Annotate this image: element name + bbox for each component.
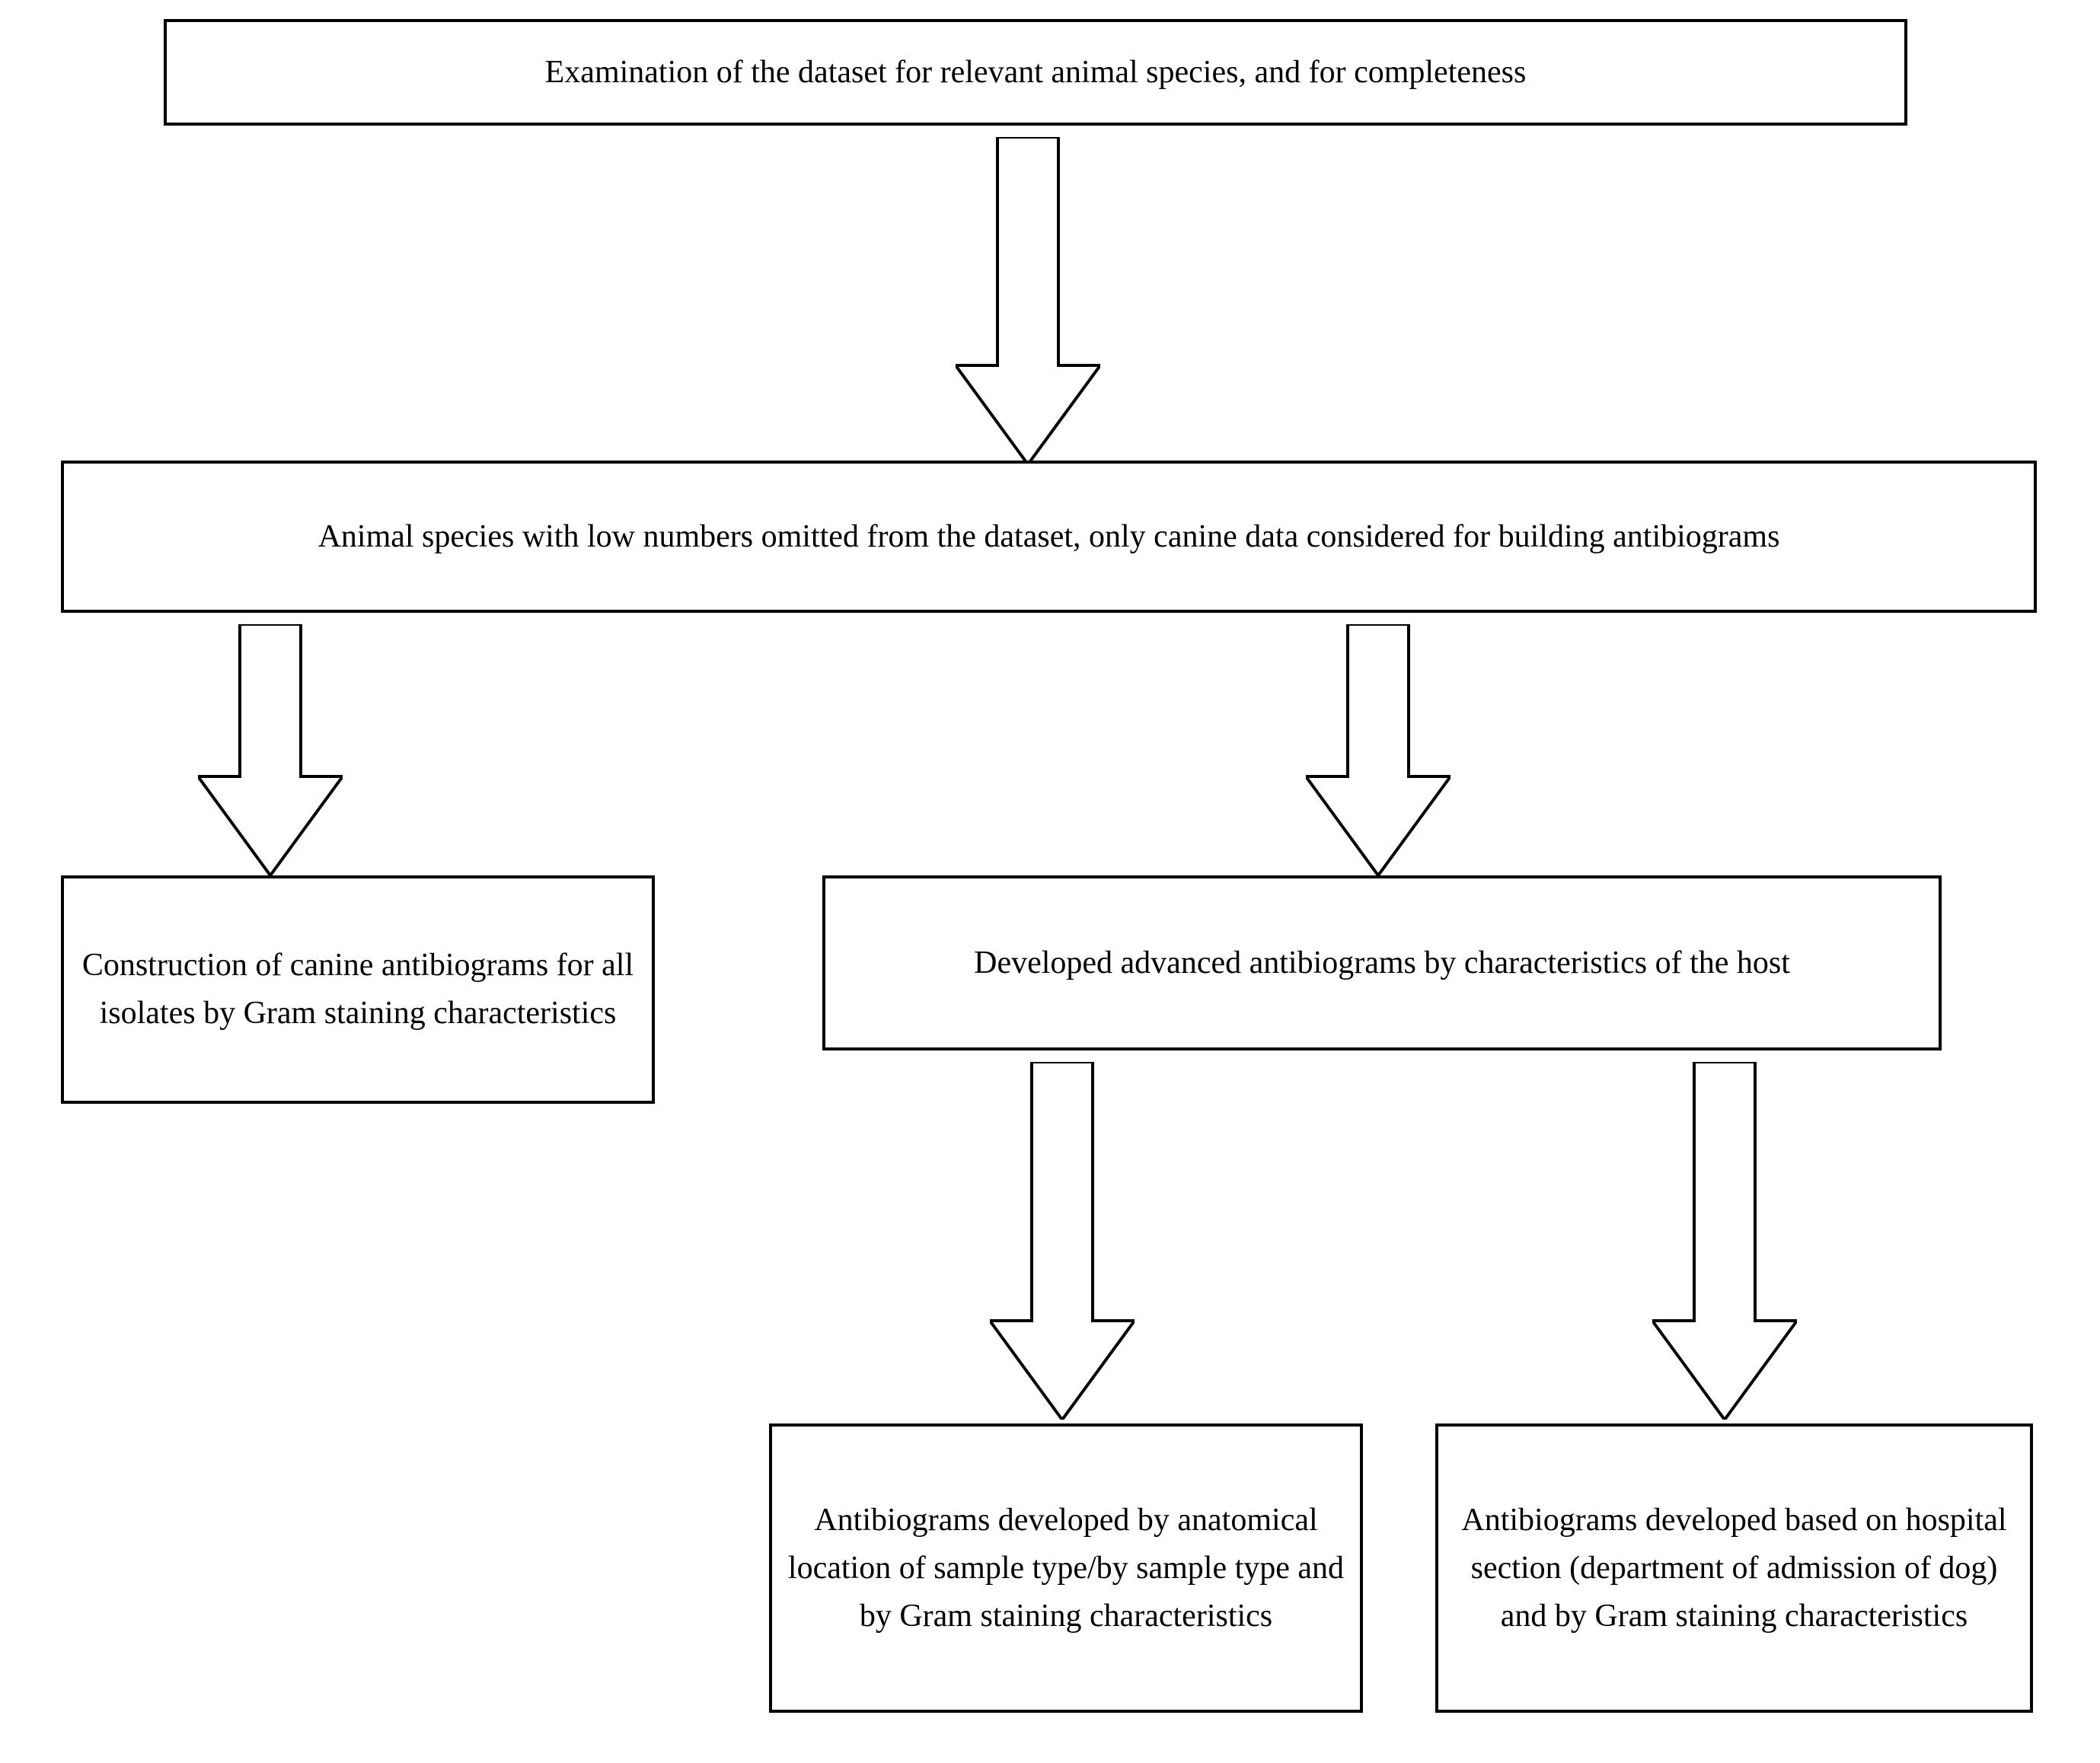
- node-text: Construction of canine antibiograms for …: [79, 942, 637, 1038]
- arrow-down-icon: [956, 137, 1100, 464]
- arrow-down-icon: [1652, 1062, 1797, 1420]
- node-text: Developed advanced antibiograms by chara…: [974, 939, 1790, 987]
- node-text: Antibiograms developed based on hospital…: [1454, 1497, 2015, 1640]
- node-text: Animal species with low numbers omitted …: [318, 513, 1780, 561]
- flowchart-node-construction: Construction of canine antibiograms for …: [61, 875, 655, 1104]
- flowchart-node-anatomical: Antibiograms developed by anatomical loc…: [769, 1423, 1363, 1713]
- flowchart-node-developed: Developed advanced antibiograms by chara…: [822, 875, 1942, 1050]
- node-text: Examination of the dataset for relevant …: [545, 49, 1527, 97]
- flowchart-node-omitted: Animal species with low numbers omitted …: [61, 461, 2037, 613]
- node-text: Antibiograms developed by anatomical loc…: [787, 1497, 1345, 1640]
- arrow-down-icon: [1306, 624, 1451, 875]
- arrow-down-icon: [990, 1062, 1135, 1420]
- arrow-down-icon: [198, 624, 343, 875]
- flowchart-node-examination: Examination of the dataset for relevant …: [164, 19, 1907, 126]
- flowchart-node-hospital: Antibiograms developed based on hospital…: [1435, 1423, 2033, 1713]
